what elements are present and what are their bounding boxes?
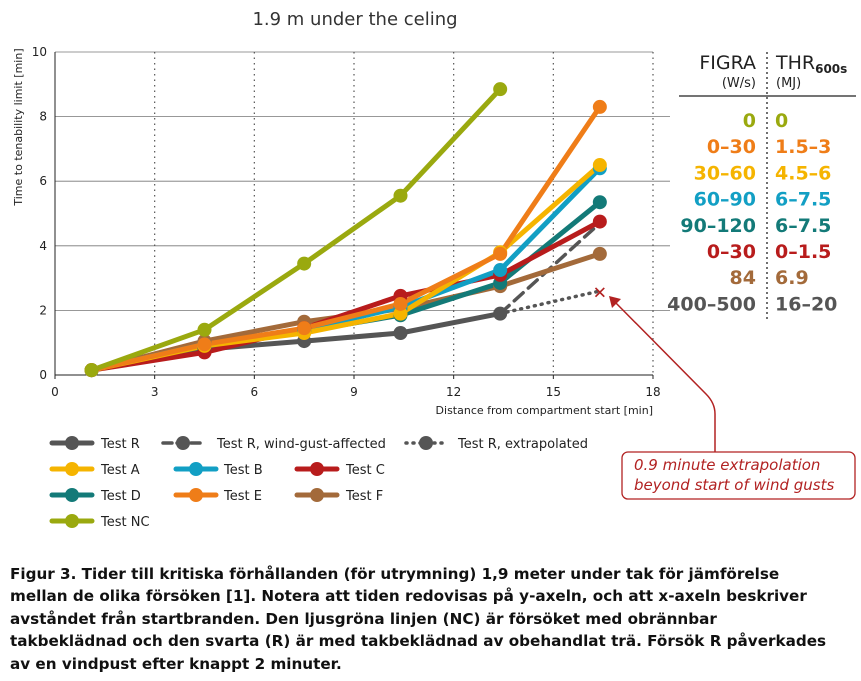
annotation: 0.9 minute extrapolation beyond start of… [609,296,856,500]
legend-label-test-a: Test A [100,463,140,478]
table-figra-value: 0–30 [707,136,756,158]
table-thr-value: 6.9 [775,267,809,289]
series-line-test-e [89,104,603,373]
legend-label-test-r-wind-gust-affected: Test R, wind-gust-affected [216,437,386,452]
table-col1-title: FIGRA [699,52,756,74]
table-col1-unit: (W/s) [722,76,756,91]
table-figra-value: 90–120 [680,215,756,237]
legend-label-test-r: Test R [100,437,140,452]
legend-marker-test-r-extrapolated [419,436,433,450]
y-tick-label: 4 [39,239,47,253]
data-point-test-f [592,246,607,261]
table-figra-value: 84 [730,267,756,289]
x-axis-label: Distance from compartment start [min] [436,404,653,417]
grid [55,51,670,375]
legend-marker-test-a [65,462,79,476]
data-point-test-c [592,214,607,229]
value-table: FIGRA (W/s) THR600s (MJ) 0 0 0–30 1.5–3 30–6… [667,52,856,320]
y-tick-label: 10 [32,45,47,59]
data-point-test-e [393,296,408,311]
y-tick-label: 6 [39,174,47,188]
data-point-test-a [592,158,607,173]
y-tick-label: 2 [39,303,47,317]
table-thr-value: 6–7.5 [775,215,831,237]
legend-marker-test-nc [65,514,79,528]
data-point-test-nc [84,363,99,378]
data-point-test-a [393,306,408,321]
y-tick-label: 8 [39,110,47,124]
x-tick-labels: 0 3 6 9 12 15 18 [51,385,660,399]
data-point-test-e [592,99,607,114]
series-lines [89,86,603,373]
legend-marker-test-c [310,462,324,476]
legend-marker-test-d [65,488,79,502]
legend-marker-test-r [65,436,79,450]
x-tick-label: 15 [546,385,561,399]
x-tick-label: 6 [251,385,259,399]
chart: 1.9 m under the celing 0 3 6 9 12 15 18 0 2 4 6 8 1… [12,9,856,530]
legend-label-test-nc: Test NC [100,515,150,530]
x-tick-label: 3 [151,385,159,399]
annotation-leader-line [611,298,716,452]
x-tick-label: 9 [350,385,358,399]
table-thr-value: 4.5–6 [775,162,831,184]
table-col2-title: THR600s [775,52,847,76]
table-thr-value: 16–20 [775,293,837,315]
x-tick-label: 0 [51,385,59,399]
table-figra-value: 60–90 [694,189,756,211]
legend-label-test-b: Test B [223,463,263,478]
table-figra-value: 400–500 [667,293,756,315]
legend-label-test-d: Test D [100,489,141,504]
table-rows: 0 0 0–30 1.5–3 30–60 4.5–6 60–90 6–7.5 90–120 6–7… [667,110,837,315]
series-line-test-c [89,219,603,373]
annotation-line-1: 0.9 minute extrapolation [634,456,820,474]
data-point-test-e [493,246,508,261]
legend-marker-test-b [189,462,203,476]
data-point-test-r [493,306,508,321]
x-tick-label: 18 [645,385,660,399]
table-figra-value: 0 [743,110,756,132]
data-point-test-d [592,195,607,210]
legend-marker-test-e [189,488,203,502]
y-tick-label: 0 [39,368,47,382]
legend-marker-test-r-wind-gust-affected [176,436,190,450]
data-point-test-nc [393,188,408,203]
table-figra-value: 0–30 [707,241,756,263]
y-axis-label: Time to tenability limit [min] [12,48,25,206]
figure-caption: Figur 3. Tider till kritiska förhållande… [10,565,827,673]
legend-label-test-f: Test F [345,489,383,504]
data-point-test-nc [197,322,212,337]
table-col2-title-main: THR [775,52,815,74]
legend-label-test-e: Test E [223,489,262,504]
legend-label-test-r-extrapolated: Test R, extrapolated [457,437,588,452]
annotation-arrowhead [609,296,621,308]
table-thr-value: 1.5–3 [775,136,831,158]
axes [54,52,654,379]
table-thr-value: 6–7.5 [775,189,831,211]
data-point-test-r [393,326,408,341]
table-col2-unit: (MJ) [776,76,801,91]
data-point-test-nc [297,256,312,271]
data-point-test-e [197,337,212,352]
legend: Test R Test R, wind-gust-affected Test R, … [49,436,588,530]
table-thr-value: 0–1.5 [775,241,831,263]
table-thr-value: 0 [775,110,788,132]
legend-label-test-c: Test C [345,463,385,478]
table-col2-title-sub: 600s [815,62,847,76]
table-figra-value: 30–60 [694,162,756,184]
legend-marker-test-f [310,488,324,502]
y-tick-labels: 0 2 4 6 8 10 [32,45,47,382]
data-point-test-nc [493,82,508,97]
chart-title: 1.9 m under the celing [252,9,457,30]
annotation-line-2: beyond start of wind gusts [634,476,834,494]
data-point-test-e [297,321,312,336]
x-tick-label: 12 [446,385,461,399]
extrapolated-end-marker: ✕ [593,284,607,304]
series-line-test-r-extrapolated [498,289,602,316]
data-point-test-b [493,263,508,278]
annotation-box [621,451,856,500]
series-points: ✕ [84,82,607,378]
